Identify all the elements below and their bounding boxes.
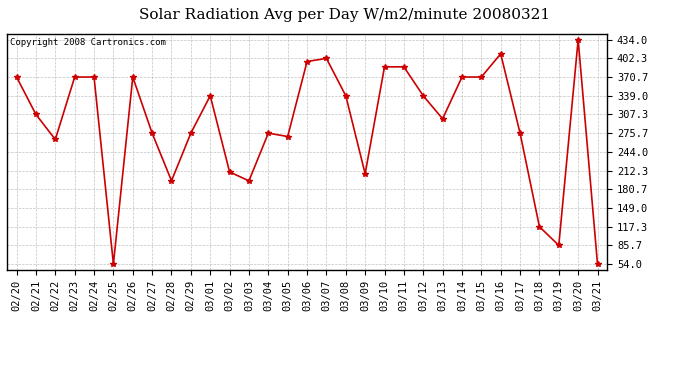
Text: Copyright 2008 Cartronics.com: Copyright 2008 Cartronics.com bbox=[10, 39, 166, 48]
Text: Solar Radiation Avg per Day W/m2/minute 20080321: Solar Radiation Avg per Day W/m2/minute … bbox=[139, 8, 551, 21]
